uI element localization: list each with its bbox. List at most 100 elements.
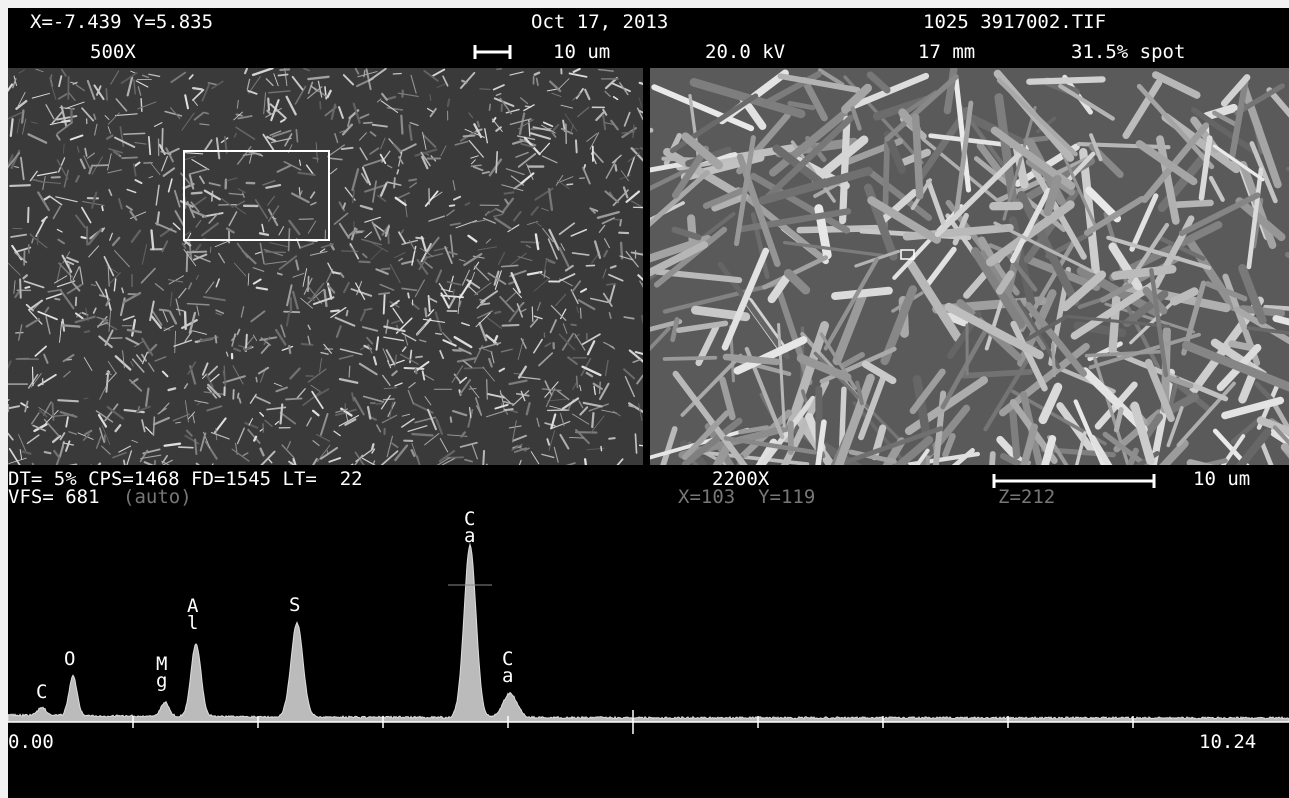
crystal bbox=[33, 367, 34, 385]
crystal bbox=[169, 388, 176, 390]
crystal bbox=[571, 325, 576, 326]
crystal bbox=[409, 179, 416, 180]
crystal bbox=[124, 133, 145, 134]
crystal bbox=[188, 252, 206, 253]
crystal bbox=[280, 69, 289, 70]
vfs: VFS= 681 bbox=[8, 487, 100, 507]
crystal bbox=[193, 88, 202, 89]
crystal bbox=[289, 346, 290, 353]
crystal bbox=[609, 438, 615, 439]
crystal bbox=[408, 293, 409, 297]
crystal bbox=[465, 368, 484, 369]
crystal bbox=[58, 400, 78, 401]
crystal bbox=[450, 205, 455, 206]
crystal bbox=[260, 233, 268, 235]
crystal bbox=[379, 293, 389, 294]
peak-label: Mg bbox=[156, 656, 167, 690]
crystal bbox=[412, 434, 432, 435]
crystal bbox=[360, 262, 370, 263]
crystal bbox=[268, 99, 269, 110]
scale-label: 10 um bbox=[553, 42, 610, 62]
file-name: 1025 3917002.TIF bbox=[923, 12, 1106, 32]
peak-label: Ca bbox=[502, 651, 513, 685]
crystal bbox=[1012, 407, 1016, 456]
crystal bbox=[53, 403, 54, 420]
crystal bbox=[364, 71, 365, 77]
crystal bbox=[85, 331, 89, 332]
crystal bbox=[451, 417, 452, 422]
axis-start: 0.00 bbox=[8, 732, 54, 752]
crystal bbox=[204, 112, 208, 113]
crystal bbox=[384, 294, 385, 314]
crystal bbox=[633, 207, 651, 208]
peak-label: O bbox=[64, 651, 75, 668]
crystal bbox=[642, 316, 643, 322]
voltage: 20.0 kV bbox=[705, 42, 785, 62]
crystal bbox=[141, 99, 142, 111]
crystal bbox=[302, 344, 313, 345]
crystal bbox=[567, 184, 572, 185]
crystal bbox=[393, 73, 401, 74]
crystal bbox=[384, 399, 395, 400]
cursor-z: Z=212 bbox=[998, 487, 1055, 507]
crystal bbox=[514, 373, 520, 374]
crystal bbox=[122, 157, 137, 158]
crystal bbox=[51, 75, 52, 79]
sem-graphics bbox=[8, 8, 1289, 798]
crystal bbox=[45, 452, 51, 453]
distance: 17 mm bbox=[918, 42, 975, 62]
crystal bbox=[376, 404, 382, 405]
crystal bbox=[153, 417, 154, 435]
crystal bbox=[436, 333, 442, 334]
crystal bbox=[22, 111, 23, 123]
crystal bbox=[25, 287, 29, 288]
scale-label: 10 um bbox=[1193, 469, 1250, 489]
crystal bbox=[478, 122, 479, 127]
crystal bbox=[1053, 344, 1055, 375]
crystal bbox=[364, 309, 371, 310]
spot: 31.5% spot bbox=[1071, 42, 1185, 62]
crystal bbox=[364, 123, 372, 124]
peak-label: Ca bbox=[464, 511, 475, 545]
scale-bar-small bbox=[475, 45, 510, 59]
crystal bbox=[502, 265, 518, 266]
crystal bbox=[416, 357, 422, 358]
crystal bbox=[430, 95, 431, 101]
crystal bbox=[635, 434, 636, 453]
crystal bbox=[333, 272, 339, 273]
coords: X=-7.439 Y=5.835 bbox=[30, 12, 213, 32]
crystal bbox=[10, 185, 30, 186]
sem-screen: X=-7.439 Y=5.835 Oct 17, 2013 1025 39170… bbox=[8, 8, 1289, 798]
crystal bbox=[382, 268, 390, 269]
crystal bbox=[20, 279, 21, 297]
crystal bbox=[308, 277, 309, 292]
crystal bbox=[256, 378, 257, 382]
crystal bbox=[464, 136, 475, 137]
date: Oct 17, 2013 bbox=[531, 12, 668, 32]
crystal bbox=[1029, 79, 1102, 81]
crystal bbox=[462, 81, 466, 83]
crystal bbox=[580, 308, 581, 318]
crystal bbox=[532, 307, 533, 321]
crystal bbox=[577, 376, 578, 387]
crystal bbox=[483, 451, 484, 468]
crystal bbox=[489, 104, 490, 110]
crystal bbox=[503, 325, 519, 326]
crystal bbox=[1177, 203, 1210, 205]
crystal bbox=[265, 252, 285, 253]
peak-label: Al bbox=[187, 598, 198, 632]
crystal bbox=[504, 409, 512, 410]
crystal bbox=[63, 325, 80, 326]
crystal bbox=[55, 299, 59, 300]
crystal bbox=[82, 237, 86, 238]
crystal bbox=[448, 99, 449, 106]
axis-end: 10.24 bbox=[1199, 732, 1256, 752]
crystal bbox=[916, 117, 920, 196]
crystal bbox=[372, 444, 373, 449]
crystal bbox=[67, 359, 71, 360]
crystal bbox=[342, 251, 358, 252]
crystal bbox=[469, 389, 476, 390]
crystal bbox=[485, 465, 487, 487]
crystal bbox=[286, 398, 302, 399]
crystal bbox=[425, 309, 426, 317]
